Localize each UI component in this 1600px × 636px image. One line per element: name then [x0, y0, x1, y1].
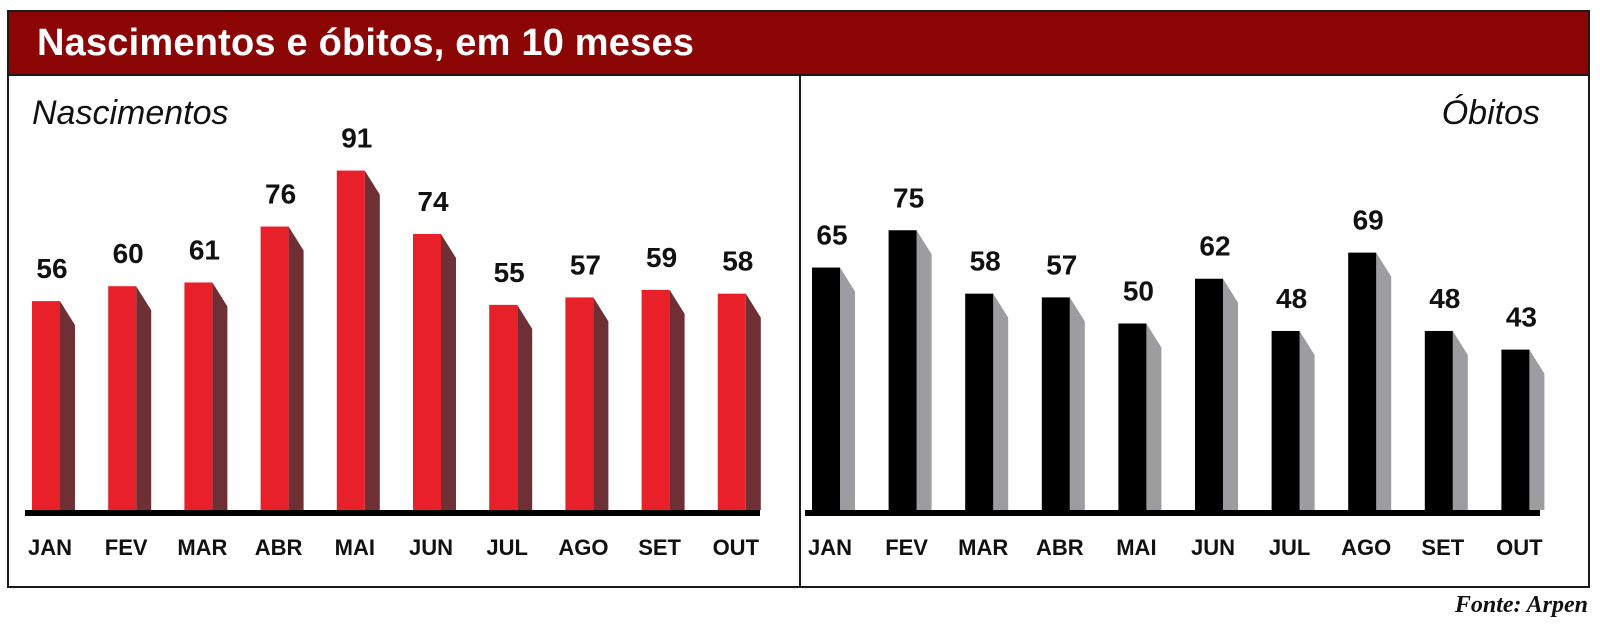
title-bar: Nascimentos e óbitos, em 10 meses: [7, 10, 1590, 76]
births-bar-set: [641, 289, 670, 510]
births-category-label-set: SET: [638, 535, 681, 560]
births-value-label-jul: 55: [494, 257, 525, 288]
births-bar-side-mar: [212, 282, 228, 510]
births-category-label-mar: MAR: [177, 535, 227, 560]
births-bar-fev: [108, 286, 137, 510]
deaths-category-label-mai: MAI: [1116, 535, 1156, 560]
births-value-label-set: 59: [646, 242, 677, 273]
births-bar-jun: [413, 233, 441, 511]
births-category-label-abr: ABR: [255, 535, 303, 560]
births-value-label-mar: 61: [189, 234, 220, 265]
deaths-category-label-mar: MAR: [958, 535, 1008, 560]
deaths-bar-side-fev: [916, 230, 932, 510]
deaths-panel-title: Óbitos: [1442, 94, 1540, 132]
deaths-panel: Óbitos 65 JAN 75 FEV 58 MAR 57 ABR 50 MAI 62 JUN 48 JU…: [805, 94, 1545, 560]
births-bar-side-set: [669, 289, 685, 510]
deaths-value-label-abr: 57: [1046, 249, 1077, 280]
deaths-bar-jun: [1195, 278, 1223, 510]
deaths-bar-side-out: [1529, 349, 1545, 510]
deaths-value-label-out: 43: [1506, 302, 1537, 333]
deaths-category-label-set: SET: [1421, 535, 1464, 560]
deaths-bar-set: [1424, 330, 1453, 510]
deaths-bar-side-mar: [993, 293, 1009, 510]
births-bar-side-fev: [136, 286, 152, 510]
deaths-bar-fev: [888, 230, 917, 510]
deaths-value-label-jul: 48: [1276, 283, 1307, 314]
deaths-bar-jan: [812, 267, 840, 510]
births-category-label-jun: JUN: [409, 535, 453, 560]
chart-title: Nascimentos e óbitos, em 10 meses: [37, 21, 695, 64]
births-panel-title: Nascimentos: [32, 94, 229, 132]
births-value-label-abr: 76: [265, 179, 296, 210]
births-bar-side-abr: [288, 226, 304, 510]
deaths-bar-mai: [1118, 323, 1147, 510]
births-value-label-fev: 60: [113, 238, 144, 269]
births-bar-side-mai: [364, 170, 380, 510]
births-bar-out: [717, 293, 746, 510]
deaths-bar-side-set: [1452, 330, 1468, 510]
births-panel: Nascimentos 56 JAN 60 FEV 61 MAR 76 ABR 91 MAI 74 JU…: [25, 94, 761, 560]
births-bar-side-ago: [593, 297, 609, 510]
births-bar-mar: [184, 282, 213, 510]
births-bar-side-jul: [517, 304, 533, 510]
deaths-category-label-jan: JAN: [808, 535, 852, 560]
deaths-value-label-ago: 69: [1353, 205, 1384, 236]
births-category-label-mai: MAI: [335, 535, 375, 560]
deaths-bar-side-jan: [840, 267, 855, 510]
births-bar-side-out: [745, 293, 761, 510]
deaths-category-label-abr: ABR: [1036, 535, 1084, 560]
deaths-category-label-out: OUT: [1496, 535, 1543, 560]
births-bar-abr: [260, 226, 289, 510]
deaths-bar-ago: [1348, 252, 1377, 510]
births-bar-side-jan: [60, 301, 75, 510]
deaths-bar-side-mai: [1146, 323, 1162, 510]
births-value-label-jan: 56: [36, 253, 67, 284]
births-value-label-ago: 57: [570, 249, 601, 280]
panel-divider: [799, 76, 801, 588]
births-bar-jan: [32, 301, 60, 510]
deaths-value-label-mai: 50: [1123, 276, 1154, 307]
deaths-value-label-fev: 75: [893, 182, 924, 213]
births-bar-jul: [489, 304, 518, 510]
births-bar-mai: [336, 170, 365, 510]
deaths-value-label-mar: 58: [970, 246, 1001, 277]
deaths-value-label-jan: 65: [816, 220, 847, 251]
deaths-value-label-jun: 62: [1199, 231, 1230, 262]
births-category-label-jan: JAN: [28, 535, 72, 560]
deaths-value-label-set: 48: [1429, 283, 1460, 314]
births-category-label-jul: JUL: [486, 535, 528, 560]
births-bar-ago: [565, 297, 594, 510]
deaths-category-label-fev: FEV: [885, 535, 928, 560]
source-note: Fonte: Arpen: [1454, 592, 1588, 618]
births-category-label-ago: AGO: [558, 535, 608, 560]
deaths-bar-side-jul: [1299, 330, 1315, 510]
deaths-bar-out: [1501, 349, 1530, 510]
births-value-label-mai: 91: [341, 123, 372, 154]
deaths-bar-abr: [1041, 297, 1070, 510]
births-category-label-fev: FEV: [105, 535, 148, 560]
births-value-label-out: 58: [722, 246, 753, 277]
deaths-bar-side-jun: [1223, 278, 1238, 510]
deaths-category-label-jul: JUL: [1269, 535, 1311, 560]
deaths-category-label-ago: AGO: [1341, 535, 1391, 560]
deaths-bar-side-ago: [1376, 252, 1392, 510]
deaths-bar-jul: [1271, 330, 1300, 510]
births-value-label-jun: 74: [417, 186, 449, 217]
deaths-category-label-jun: JUN: [1191, 535, 1235, 560]
births-category-label-out: OUT: [713, 535, 760, 560]
deaths-bar-side-abr: [1069, 297, 1085, 510]
deaths-bar-mar: [965, 293, 994, 510]
births-bar-side-jun: [441, 233, 456, 511]
